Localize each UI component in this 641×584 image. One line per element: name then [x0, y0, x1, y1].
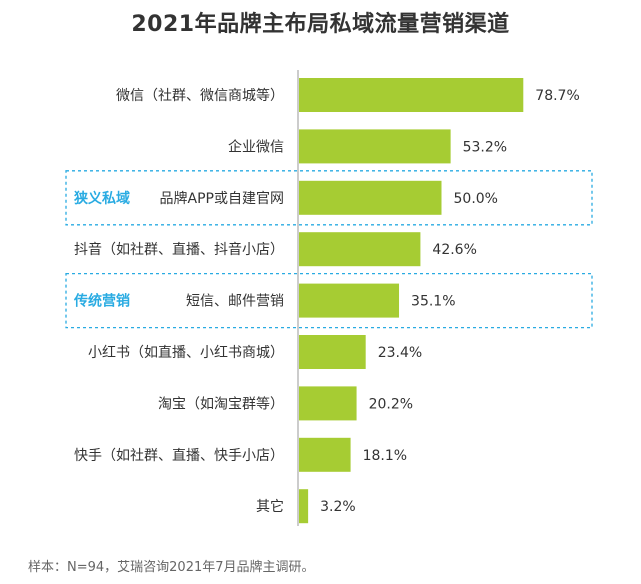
value-label: 42.6% [432, 242, 476, 258]
bar [299, 437, 351, 472]
highlight-group-label: 狭义私域 [73, 190, 130, 207]
bar [299, 180, 442, 215]
category-label: 小红书（如直播、小红书商城） [88, 344, 284, 361]
source-note: 样本：N=94，艾瑞咨询2021年7月品牌主调研。 [28, 560, 315, 575]
value-label: 78.7% [535, 88, 579, 104]
value-label: 53.2% [463, 139, 507, 155]
highlight-box [65, 170, 593, 226]
category-label: 抖音（如社群、直播、抖音小店） [74, 241, 284, 258]
bar [299, 78, 524, 112]
category-label: 企业微信 [228, 138, 284, 155]
bar [299, 489, 309, 524]
value-label: 50.0% [454, 191, 498, 207]
chart-title: 2021年品牌主布局私域流量营销渠道 [131, 12, 510, 37]
category-label: 微信（社群、微信商城等） [116, 87, 284, 104]
value-label: 35.1% [411, 294, 455, 310]
value-label: 3.2% [320, 499, 356, 515]
highlight-box [65, 272, 593, 329]
value-label: 23.4% [378, 345, 422, 361]
bar [299, 386, 357, 421]
bar [299, 232, 421, 267]
category-label: 短信、邮件营销 [186, 294, 284, 310]
bars: 微信（社群、微信商城等） 78.7% 企业微信 53.2% 品牌APP或自建官网 50.0… [74, 78, 580, 524]
category-label: 其它 [256, 498, 284, 515]
category-label: 快手（如社群、直播、快手小店） [74, 447, 284, 464]
bar [299, 283, 400, 318]
value-label: 18.1% [363, 448, 407, 464]
highlight-group-label: 传统营销 [73, 293, 130, 310]
category-label: 品牌APP或自建官网 [160, 190, 284, 207]
bar [299, 335, 366, 369]
bar [299, 129, 451, 164]
category-label: 淘宝（如淘宝群等） [158, 395, 284, 412]
value-label: 20.2% [369, 396, 413, 412]
